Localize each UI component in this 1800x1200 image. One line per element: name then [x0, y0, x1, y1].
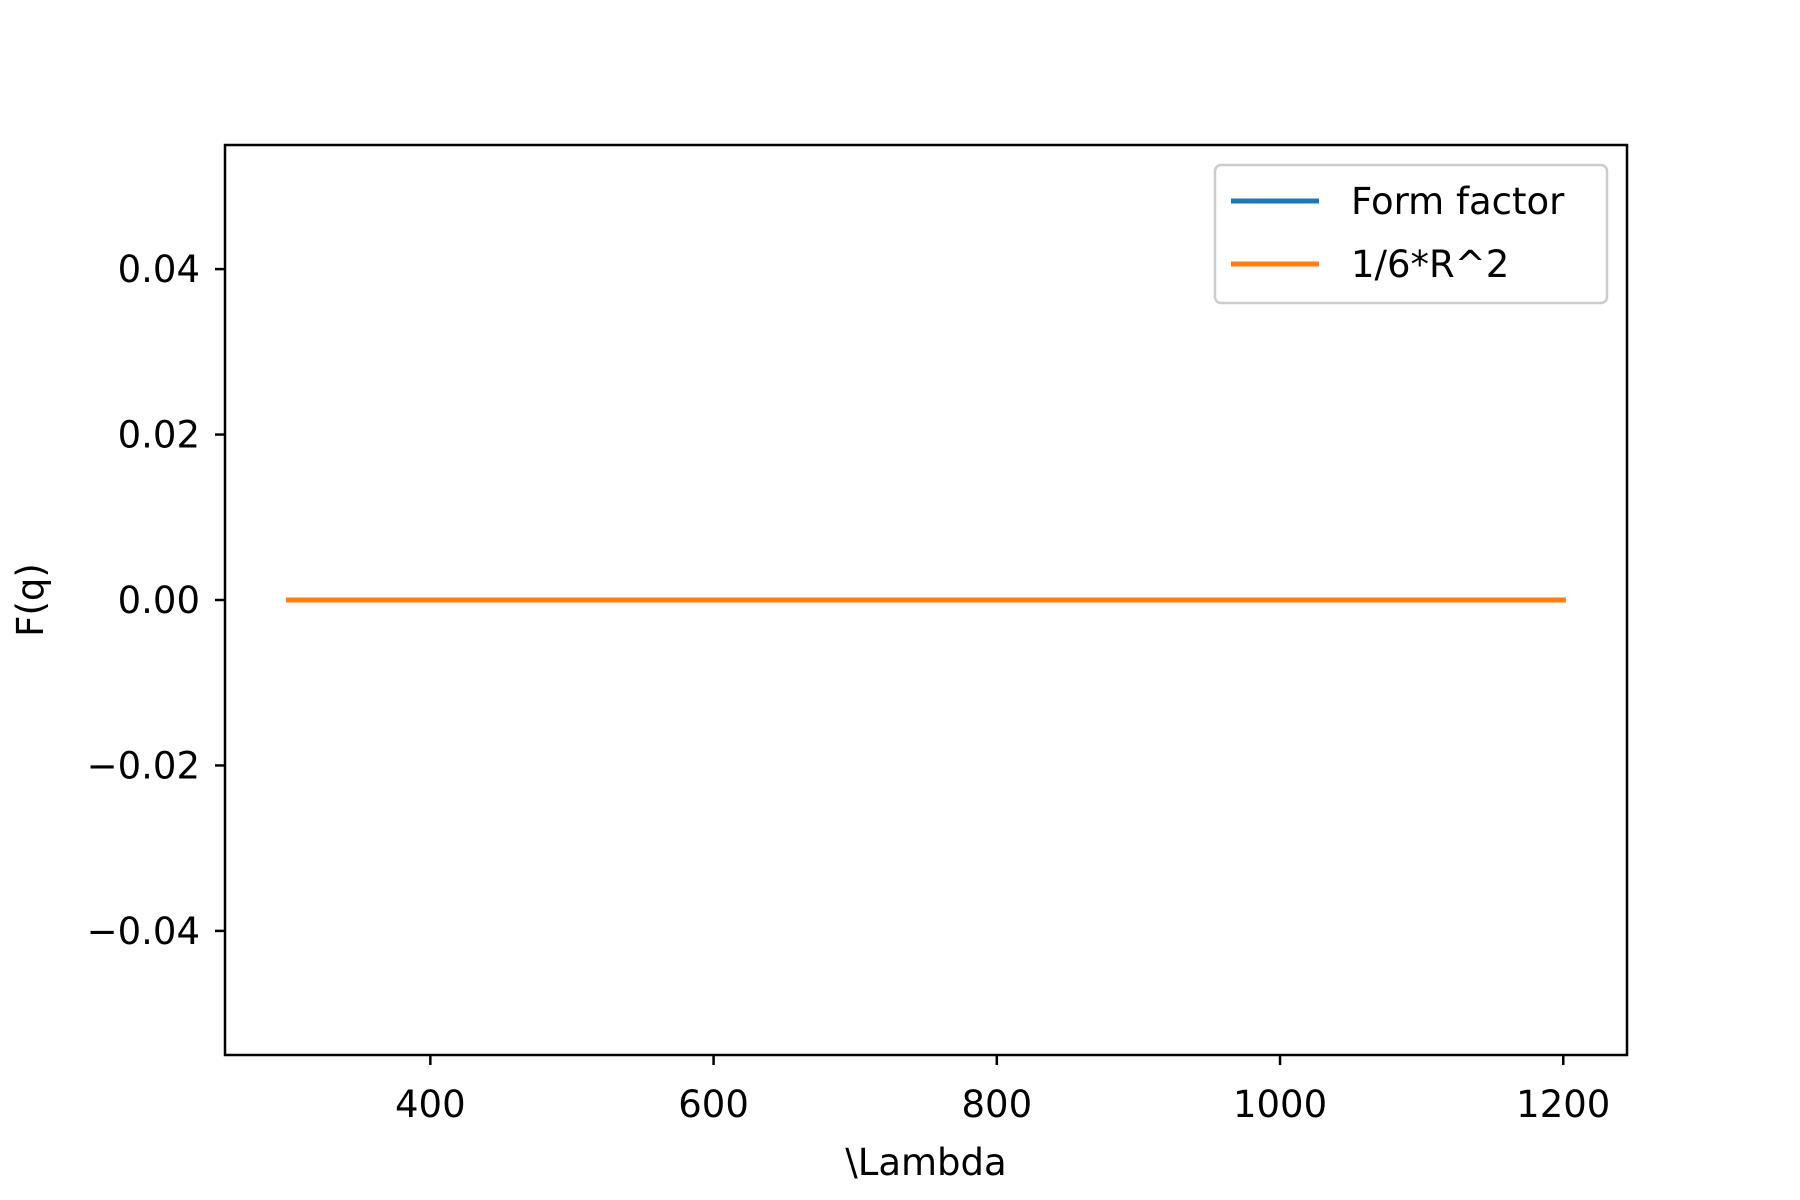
y-tick-label: 0.00 [118, 579, 200, 622]
legend-label: 1/6*R^2 [1351, 243, 1509, 286]
legend-label: Form factor [1351, 180, 1565, 223]
y-tick-label: 0.02 [118, 414, 200, 457]
x-axis-ticks: 400 600 800 1000 1200 [395, 1055, 1610, 1126]
y-axis-label: F(q) [9, 563, 52, 637]
x-tick-label: 1200 [1516, 1083, 1610, 1126]
y-tick-label: 0.04 [118, 248, 200, 291]
legend: Form factor 1/6*R^2 [1213, 163, 1609, 305]
legend-items: Form factor 1/6*R^2 [1231, 180, 1565, 286]
x-tick-label: 400 [395, 1083, 466, 1126]
x-axis-label: \Lambda [845, 1141, 1006, 1184]
y-axis-ticks: 0.04 0.02 0.00 −0.02 −0.04 [87, 248, 225, 953]
x-tick-label: 1000 [1233, 1083, 1327, 1126]
y-tick-label: −0.02 [87, 744, 200, 787]
x-tick-label: 600 [678, 1083, 749, 1126]
y-tick-label: −0.04 [87, 910, 200, 953]
x-tick-label: 800 [961, 1083, 1032, 1126]
